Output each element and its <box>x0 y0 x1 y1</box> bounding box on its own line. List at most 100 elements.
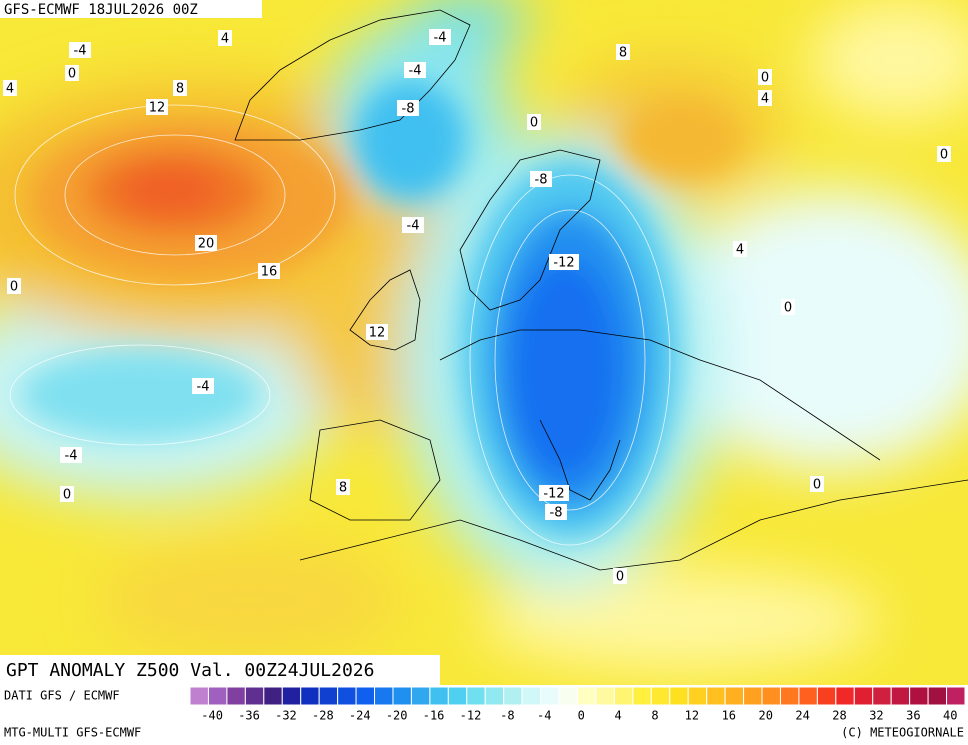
colorbar-box <box>189 686 209 706</box>
model-label: MTG-MULTI GFS-ECMWF <box>4 726 141 740</box>
colorbar-tick-label: 24 <box>795 709 809 723</box>
contour-label: 0 <box>784 301 792 316</box>
contour-label: -4 <box>407 219 420 234</box>
contour-label: -4 <box>197 380 210 395</box>
header-box <box>0 0 262 18</box>
colorbar: -40 -36 -32 -28 -24 -20 -16 -12 -8 -4 0 4 8 12 16 20 24 2… <box>189 686 966 723</box>
contour-label: 8 <box>619 46 627 61</box>
colorbar-box <box>429 686 449 706</box>
contour-label-bg <box>60 447 82 463</box>
colorbar-tick-label: -20 <box>386 709 408 723</box>
contour-label-bg <box>937 146 951 162</box>
contour-label-bg <box>733 241 747 257</box>
contour-label: 4 <box>736 243 744 258</box>
contour-label-bg <box>397 100 419 116</box>
contour-label: 0 <box>813 478 821 493</box>
copyright: (C) METEOGIORNALE <box>841 726 964 740</box>
colorbar-box <box>853 686 874 706</box>
contour-label-bg <box>781 299 795 315</box>
colorbar-tick-label: -32 <box>275 709 297 723</box>
colorbar-box <box>706 686 726 706</box>
contour-label-bg <box>545 504 567 520</box>
contour-label: 8 <box>339 481 347 496</box>
colorbar-box <box>410 686 431 706</box>
colorbar-box <box>392 686 412 706</box>
colorbar-box <box>484 686 505 706</box>
colorbar-box <box>558 686 578 706</box>
colorbar-box <box>244 686 265 706</box>
colorbar-tick-label: 0 <box>578 709 585 723</box>
colorbar-tick-label: 36 <box>906 709 920 723</box>
contour-label: 0 <box>616 570 624 585</box>
colorbar-box <box>743 686 763 706</box>
contour-label-bg <box>3 80 17 96</box>
colorbar-box <box>503 686 523 706</box>
contour-label: 0 <box>530 116 538 131</box>
colorbar-tick-label: 16 <box>722 709 736 723</box>
contour-label-bg <box>258 263 280 279</box>
colorbar-tick-label: -8 <box>500 709 514 723</box>
colorbar-box <box>318 686 339 706</box>
contour-label-bg <box>402 217 424 233</box>
contour-label: 4 <box>6 82 14 97</box>
contour-label-bg <box>366 324 388 340</box>
colorbar-box <box>300 686 320 706</box>
contour-label-bg <box>69 42 91 58</box>
contour-label-bg <box>192 378 214 394</box>
contour-label: 12 <box>149 101 166 116</box>
colorbar-box <box>207 686 228 706</box>
contour-label: 0 <box>761 71 769 86</box>
colorbar-tick-label: -4 <box>537 709 551 723</box>
contour-label: 0 <box>940 148 948 163</box>
contour-label-bg <box>336 479 350 495</box>
contour-label-bg <box>810 476 824 492</box>
contour-label: 12 <box>369 326 386 341</box>
colorbar-box <box>466 686 486 706</box>
colorbar-box <box>595 686 615 706</box>
contour-label: 4 <box>221 32 229 47</box>
contour-label-bg <box>65 65 79 81</box>
contour-label-bg <box>7 278 21 294</box>
colorbar-box <box>835 686 855 706</box>
colorbar-tick-label: -36 <box>238 709 260 723</box>
run-label: GFS-ECMWF 18JUL2026 00Z <box>4 2 198 18</box>
contour-label-bg <box>530 171 552 187</box>
colorbar-box <box>447 686 468 706</box>
contour-label-bg <box>539 485 569 501</box>
colorbar-box <box>669 686 689 706</box>
contour-label: 0 <box>68 67 76 82</box>
colorbar-tick-label: 12 <box>685 709 699 723</box>
colorbar-tick-label: 40 <box>943 709 957 723</box>
contour-label: -8 <box>550 506 563 521</box>
contour-label: -12 <box>543 487 564 502</box>
colorbar-box <box>890 686 911 706</box>
contour-label-bg <box>60 486 74 502</box>
map-title: GPT ANOMALY Z500 Val. 00Z24JUL2026 <box>6 660 374 681</box>
contour-label: -12 <box>553 256 574 271</box>
colorbar-box <box>613 686 634 706</box>
contour-label-bg <box>758 90 772 106</box>
contour-label-bg <box>549 254 579 270</box>
contour-label-bg <box>404 62 426 78</box>
colorbar-box <box>724 686 745 706</box>
contour-label: 16 <box>261 265 278 280</box>
colorbar-tick-label: -16 <box>423 709 445 723</box>
contour-label: -4 <box>65 449 78 464</box>
colorbar-box <box>872 686 892 706</box>
contour-label: 0 <box>63 488 71 503</box>
colorbar-tick-label: 20 <box>758 709 772 723</box>
colorbar-box <box>798 686 818 706</box>
contour-label-bg <box>613 568 627 584</box>
contour-label-bg <box>616 44 630 60</box>
contour-label: -4 <box>409 64 422 79</box>
colorbar-box <box>779 686 800 706</box>
title-box <box>0 655 440 685</box>
colorbar-box <box>650 686 671 706</box>
coastlines <box>234 9 968 571</box>
colorbar-tick-label: -24 <box>349 709 371 723</box>
colorbar-box <box>263 686 283 706</box>
colorbar-box <box>761 686 781 706</box>
contour-label-bg <box>527 114 541 130</box>
colorbar-box <box>281 686 302 706</box>
